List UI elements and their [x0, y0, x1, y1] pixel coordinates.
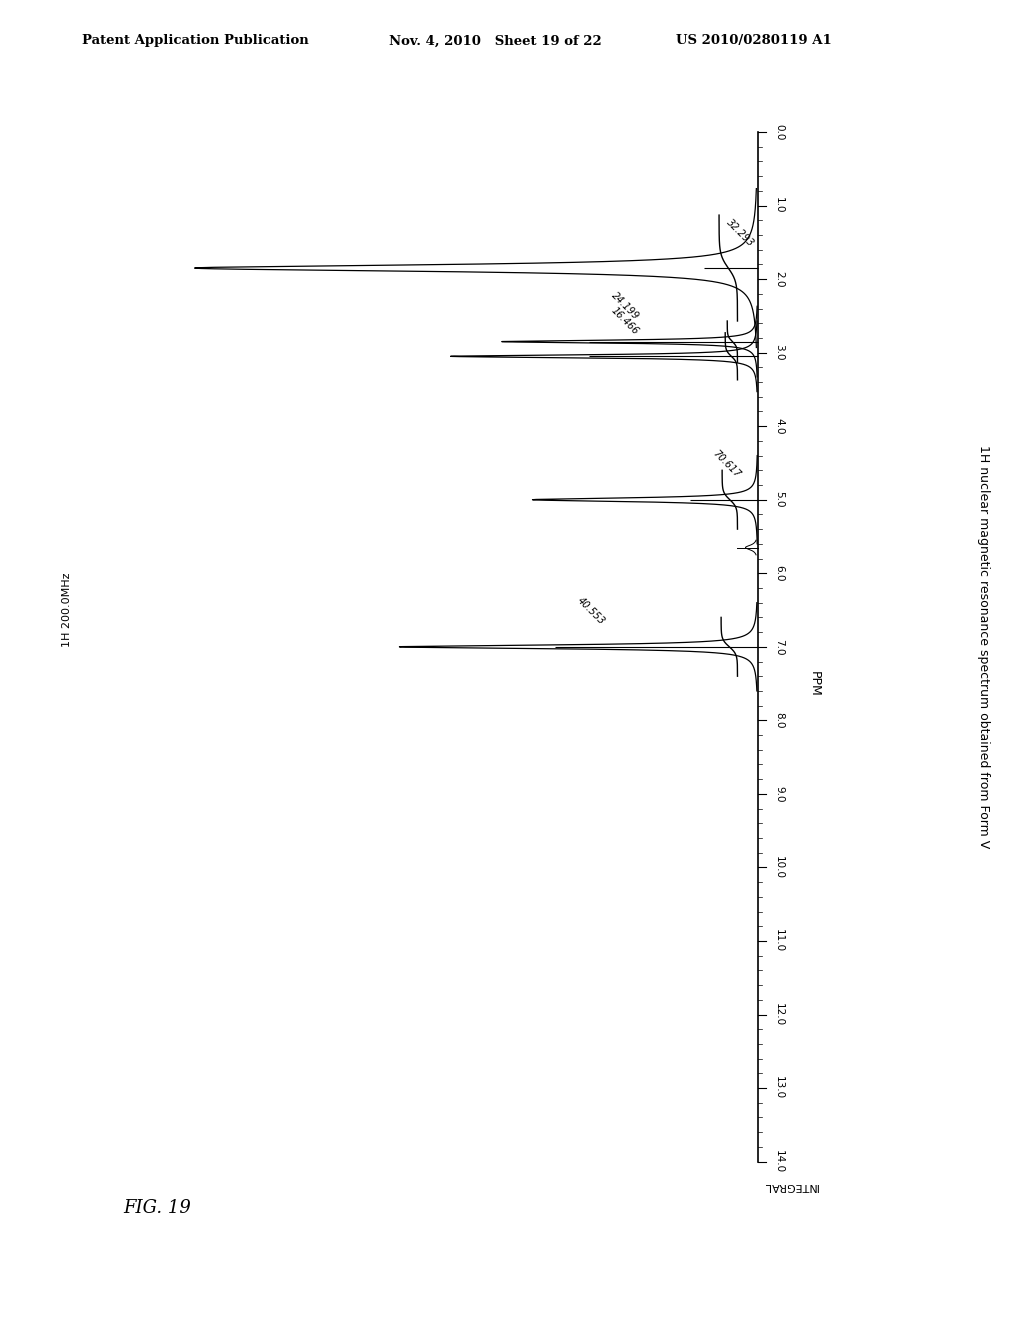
Text: 0.0: 0.0: [774, 124, 784, 140]
Text: 4.0: 4.0: [774, 418, 784, 434]
Text: US 2010/0280119 A1: US 2010/0280119 A1: [676, 34, 831, 48]
Text: 1.0: 1.0: [774, 197, 784, 214]
Text: 14.0: 14.0: [774, 1150, 784, 1173]
Text: 1H 200.0MHz: 1H 200.0MHz: [61, 573, 72, 647]
Text: 70.617: 70.617: [711, 449, 742, 480]
Text: 10.0: 10.0: [774, 855, 784, 879]
Text: 16.466: 16.466: [609, 305, 641, 337]
Text: FIG. 19: FIG. 19: [123, 1199, 190, 1217]
Text: 7.0: 7.0: [774, 639, 784, 655]
Text: 12.0: 12.0: [774, 1003, 784, 1026]
Text: 5.0: 5.0: [774, 491, 784, 508]
Text: 2.0: 2.0: [774, 271, 784, 288]
Text: 8.0: 8.0: [774, 711, 784, 729]
Text: Nov. 4, 2010   Sheet 19 of 22: Nov. 4, 2010 Sheet 19 of 22: [389, 34, 602, 48]
Text: 11.0: 11.0: [774, 929, 784, 953]
Text: INTEGRAL: INTEGRAL: [763, 1181, 818, 1192]
Text: 32.293: 32.293: [724, 216, 756, 248]
Text: 3.0: 3.0: [774, 345, 784, 360]
Text: PPM: PPM: [808, 671, 820, 697]
Text: 40.553: 40.553: [575, 595, 607, 627]
Text: 13.0: 13.0: [774, 1077, 784, 1100]
Text: 9.0: 9.0: [774, 785, 784, 803]
Text: 1H nuclear magnetic resonance spectrum obtained from Form V: 1H nuclear magnetic resonance spectrum o…: [977, 445, 989, 849]
Text: 6.0: 6.0: [774, 565, 784, 582]
Text: 24.199: 24.199: [609, 290, 641, 322]
Text: Patent Application Publication: Patent Application Publication: [82, 34, 308, 48]
